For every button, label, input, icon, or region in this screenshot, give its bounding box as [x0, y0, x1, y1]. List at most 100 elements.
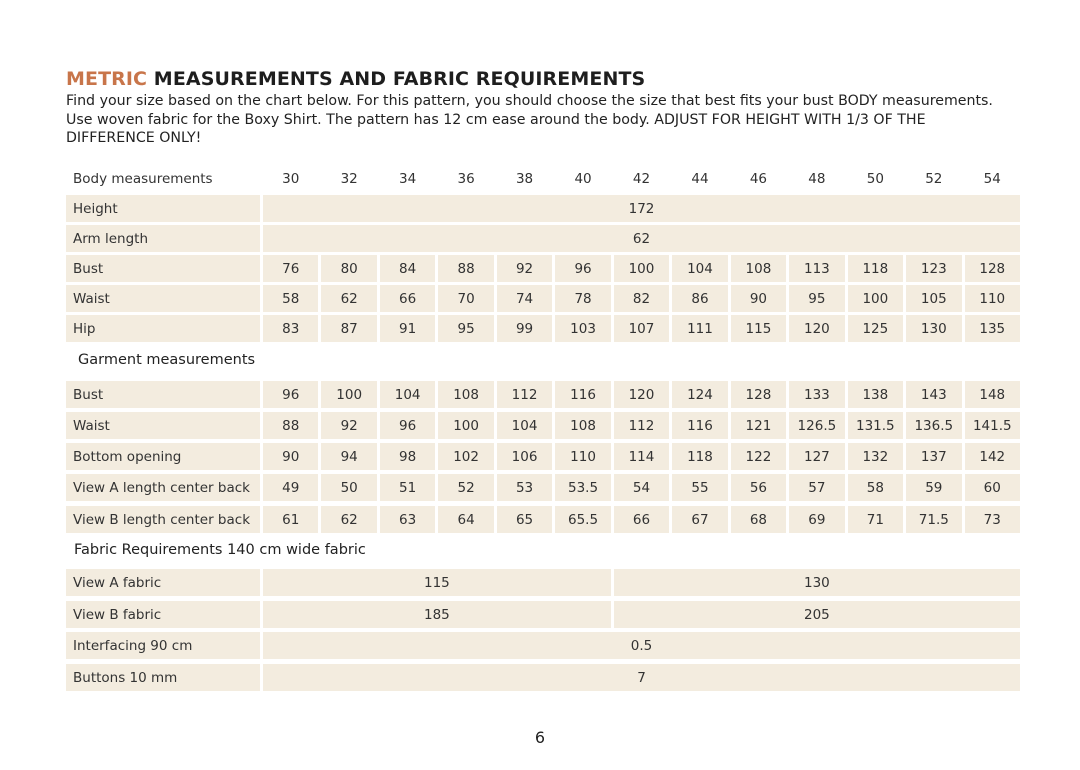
- size-header: 48: [808, 170, 826, 187]
- table-cell: 131.5: [847, 412, 904, 439]
- table-cell: 126.5: [789, 412, 845, 439]
- table-cell-span: 205: [613, 601, 1020, 628]
- size-header: 38: [515, 170, 534, 187]
- table-row: View A fabric 115 130: [66, 569, 1020, 596]
- table-cell: 116: [672, 412, 728, 439]
- table-cell: 51: [379, 474, 436, 501]
- table-cell: 127: [789, 443, 845, 470]
- row-label: View A fabric: [66, 569, 260, 596]
- table-cell-span: 0.5: [263, 632, 1020, 659]
- table-cell: 54: [613, 474, 670, 501]
- table-cell: 113: [789, 255, 845, 282]
- table-cell: 137: [906, 443, 962, 470]
- size-header: 42: [632, 170, 651, 187]
- table-cell: 58: [263, 285, 319, 312]
- table-cell: 114: [613, 443, 670, 470]
- table-cell: 53.5: [555, 474, 611, 501]
- table-header: Body measurements 30 32 34 36 38 40 42 44 46 48 50 5…: [66, 165, 1020, 192]
- table-cell: 60: [964, 474, 1020, 501]
- table-cell: 52: [438, 474, 494, 501]
- table-cell: 100: [321, 381, 377, 408]
- table-cell: 130: [906, 315, 962, 342]
- table-cell: 115: [730, 315, 787, 342]
- table-cell: 104: [379, 381, 436, 408]
- table-cell: 58: [847, 474, 904, 501]
- table-cell: 90: [263, 443, 319, 470]
- section-heading-garment: Garment measurements: [78, 352, 256, 368]
- table-cell: 100: [613, 255, 670, 282]
- page-number: 6: [534, 728, 546, 747]
- table-cell: 68: [730, 506, 787, 533]
- table-cell: 71.5: [906, 506, 962, 533]
- table-cell: 86: [672, 285, 728, 312]
- table-cell: 70: [438, 285, 494, 312]
- row-label: Bottom opening: [66, 443, 260, 470]
- table-cell: 95: [789, 285, 845, 312]
- table-cell: 84: [379, 255, 436, 282]
- table-cell: 103: [555, 315, 611, 342]
- table-cell: 122: [730, 443, 787, 470]
- table-cell: 125: [847, 315, 904, 342]
- table-cell: 94: [321, 443, 377, 470]
- table-cell: 59: [906, 474, 962, 501]
- table-row: Waist 58 62 66 70 74 78 82 86 90 95 100 105 110: [66, 285, 1020, 312]
- table-cell: 112: [496, 381, 553, 408]
- table-row: Interfacing 90 cm 0.5: [66, 632, 1020, 659]
- table-cell: 90: [730, 285, 787, 312]
- table-cell-span: 7: [263, 664, 1020, 691]
- table-cell: 73: [964, 506, 1020, 533]
- table-cell: 108: [438, 381, 494, 408]
- size-header: 32: [340, 170, 358, 187]
- table-row: Arm length 62: [66, 225, 1020, 252]
- table-cell: 98: [379, 443, 436, 470]
- table-cell: 141.5: [964, 412, 1020, 439]
- table-cell-span: 115: [263, 569, 611, 596]
- table-cell: 78: [555, 285, 611, 312]
- table-cell: 108: [555, 412, 611, 439]
- table-cell: 80: [321, 255, 377, 282]
- table-cell: 83: [263, 315, 319, 342]
- row-label: Arm length: [66, 225, 260, 252]
- table-cell: 118: [847, 255, 904, 282]
- table-row: View B fabric 185 205: [66, 601, 1020, 628]
- table-cell: 112: [613, 412, 670, 439]
- table-cell: 143: [906, 381, 962, 408]
- size-header: 52: [925, 170, 943, 187]
- table-row: View A length center back 49 50 51 52 53 53.5 5…: [66, 474, 1020, 501]
- row-label: View A length center back: [66, 474, 260, 501]
- table-cell: 76: [263, 255, 319, 282]
- table-cell: 104: [672, 255, 728, 282]
- table-cell: 110: [964, 285, 1020, 312]
- table-cell: 64: [438, 506, 494, 533]
- table-cell: 56: [730, 474, 787, 501]
- table-row: Bust 96 100 104 108 112 116 120 124 128 133 138 143 1…: [66, 381, 1020, 408]
- table-cell: 138: [847, 381, 904, 408]
- table-cell: 120: [789, 315, 845, 342]
- row-label: Buttons 10 mm: [66, 664, 260, 691]
- size-header: 30: [282, 170, 300, 187]
- intro-text: Find your size based on the chart below.…: [66, 93, 993, 146]
- table-cell-span: 130: [613, 569, 1020, 596]
- table-cell: 53: [496, 474, 553, 501]
- size-header: 44: [691, 170, 709, 187]
- table-cell: 91: [379, 315, 436, 342]
- table-row: View B length center back 61 62 63 64 65 65.5 6…: [66, 506, 1020, 533]
- page-title: METRIC MEASUREMENTS AND FABRIC REQUIREME…: [66, 68, 645, 90]
- table-cell: 135: [964, 315, 1020, 342]
- table-cell: 132: [847, 443, 904, 470]
- table-cell: 106: [496, 443, 553, 470]
- size-header: 46: [749, 170, 767, 187]
- title-accent: METRIC: [66, 68, 148, 90]
- table-cell: 92: [496, 255, 553, 282]
- table-cell: 66: [379, 285, 436, 312]
- table-cell: 62: [321, 285, 377, 312]
- table-cell: 95: [438, 315, 494, 342]
- table-row: Waist 88 92 96 100 104 108 112 116 121 126.5 131.5 1…: [66, 412, 1020, 439]
- table-cell: 116: [555, 381, 611, 408]
- table-cell: 121: [730, 412, 787, 439]
- table-cell: 55: [672, 474, 728, 501]
- table-cell: 100: [438, 412, 494, 439]
- table-cell: 87: [321, 315, 377, 342]
- table-cell: 74: [496, 285, 553, 312]
- row-label: Waist: [66, 412, 260, 439]
